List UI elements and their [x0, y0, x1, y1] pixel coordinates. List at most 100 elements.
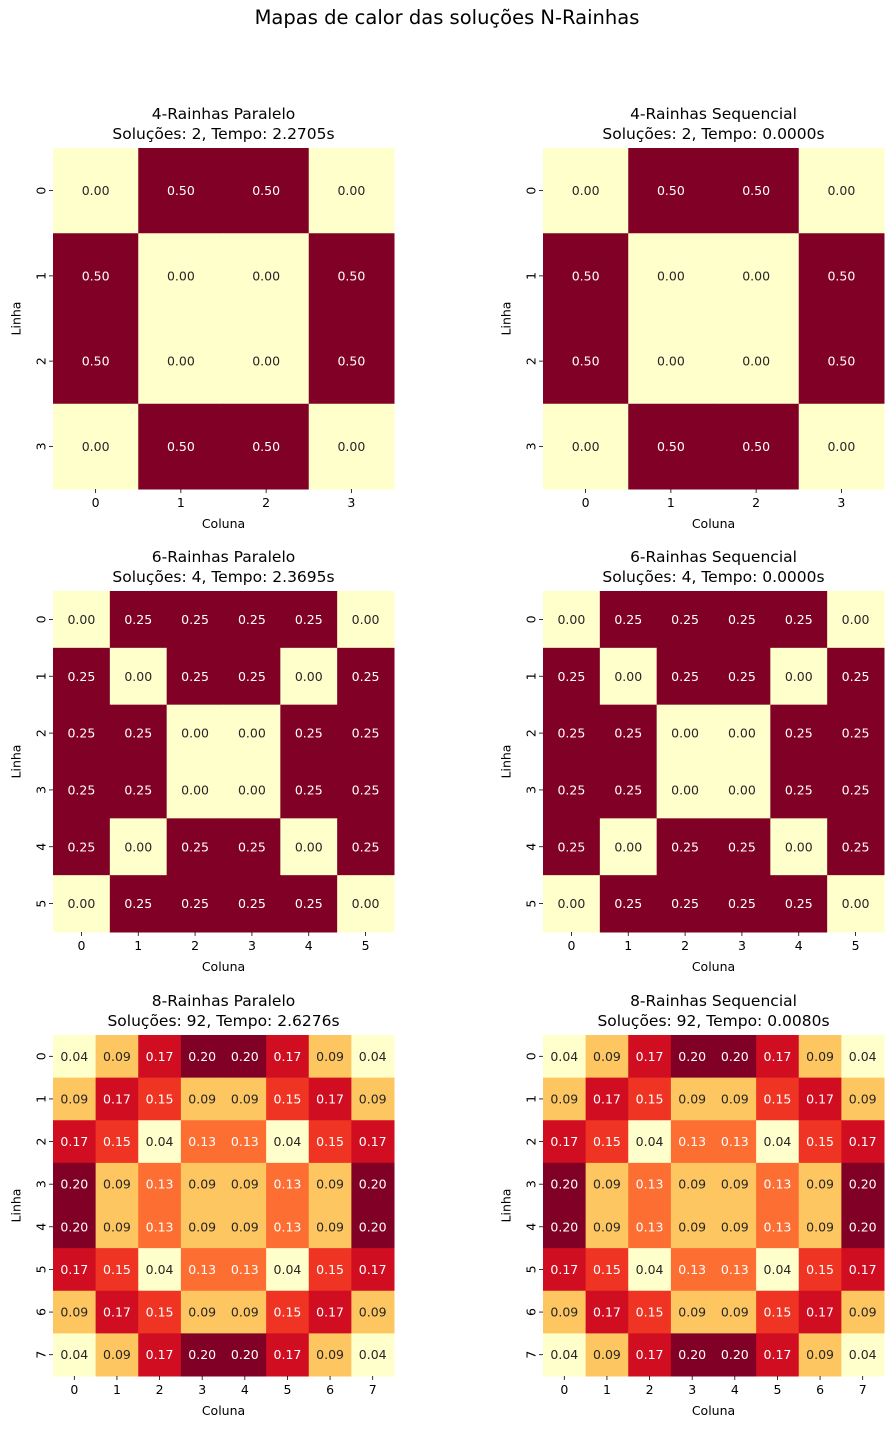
- heatmap-cell: [756, 1333, 800, 1377]
- y-axis-label: Linha: [9, 745, 24, 779]
- chart-title-line: Soluções: 92, Tempo: 0.0080s: [597, 1012, 829, 1030]
- cell-label: 0.00: [67, 612, 95, 627]
- y-tick-label: 5: [524, 900, 539, 908]
- cell-label: 0.17: [103, 1305, 131, 1320]
- heatmap-cell: [798, 1035, 842, 1079]
- cell-label: 0.25: [352, 669, 380, 684]
- heatmap-cell: [756, 1290, 800, 1334]
- cell-label: 0.20: [359, 1219, 387, 1234]
- cell-label: 0.09: [231, 1177, 259, 1192]
- heatmap-cell: [223, 1162, 267, 1206]
- cell-label: 0.25: [238, 669, 266, 684]
- heatmap-cell: [308, 1035, 352, 1079]
- cell-label: 0.00: [572, 183, 600, 198]
- cell-label: 0.25: [238, 612, 266, 627]
- cell-label: 0.00: [728, 726, 756, 741]
- y-tick-label: 0: [524, 187, 539, 195]
- heatmap-cell: [53, 818, 111, 876]
- heatmap-cell: [713, 233, 800, 319]
- cell-label: 0.13: [636, 1219, 664, 1234]
- figure-title: Mapas de calor das soluções N-Rainhas: [254, 6, 640, 29]
- y-axis-label: Linha: [9, 1189, 24, 1223]
- x-axis-label: Coluna: [202, 959, 245, 974]
- x-tick-label: 4: [731, 1382, 739, 1397]
- heatmap-cell: [351, 1035, 395, 1079]
- y-tick-label: 7: [34, 1351, 49, 1359]
- heatmap-cell: [713, 704, 771, 762]
- cell-label: 0.13: [764, 1219, 792, 1234]
- heatmap-cell: [53, 233, 139, 319]
- y-tick-label: 4: [34, 1223, 49, 1231]
- x-tick-label: 5: [362, 938, 370, 953]
- heatmap-cell: [180, 1035, 224, 1079]
- cell-label: 0.50: [252, 439, 280, 454]
- cell-label: 0.17: [849, 1262, 877, 1277]
- heatmap-cell: [585, 1162, 629, 1206]
- cell-label: 0.17: [550, 1262, 578, 1277]
- heatmap-cell: [280, 647, 338, 706]
- cell-label: 0.13: [188, 1134, 216, 1149]
- x-tick-label: 0: [70, 1382, 78, 1397]
- cell-label: 0.20: [678, 1347, 706, 1362]
- heatmap-cell: [166, 818, 224, 876]
- heatmap-cell: [280, 818, 338, 876]
- cell-label: 0.25: [728, 896, 756, 911]
- heatmap-cell: [266, 1248, 310, 1292]
- heatmap-cell: [841, 1248, 885, 1292]
- x-tick-label: 0: [92, 495, 100, 510]
- heatmap-cell: [53, 761, 111, 819]
- cell-label: 0.17: [60, 1262, 88, 1277]
- heatmap-cell: [656, 875, 714, 933]
- heatmap-cell: [599, 875, 658, 933]
- x-tick-label: 3: [198, 1382, 206, 1397]
- heatmap-cell: [628, 1120, 672, 1164]
- cell-label: 0.25: [842, 669, 870, 684]
- cell-label: 0.00: [614, 669, 642, 684]
- x-tick-label: 4: [305, 938, 313, 953]
- heatmap-cell: [585, 1248, 629, 1292]
- cell-label: 0.25: [238, 896, 266, 911]
- heatmap-cell: [798, 1290, 842, 1334]
- heatmap-cell: [308, 1248, 352, 1292]
- y-tick-label: 0: [34, 1052, 49, 1060]
- heatmap-cell: [53, 403, 139, 490]
- cell-label: 0.04: [274, 1134, 302, 1149]
- heatmap-cell: [337, 647, 395, 706]
- heatmap-cell: [599, 647, 658, 706]
- cell-label: 0.09: [188, 1177, 216, 1192]
- heatmap-cell: [670, 1077, 714, 1121]
- heatmap-cell: [337, 761, 395, 819]
- x-tick-label: 2: [646, 1382, 654, 1397]
- heatmap-cell: [138, 403, 224, 490]
- x-tick-label: 0: [567, 938, 575, 953]
- heatmap-cell: [138, 1248, 182, 1292]
- heatmap-cell: [798, 1333, 842, 1377]
- cell-label: 0.00: [657, 268, 685, 283]
- cell-label: 0.09: [316, 1347, 344, 1362]
- heatmap-cell: [827, 704, 885, 762]
- heatmap-cell: [166, 875, 224, 933]
- heatmap-cell: [53, 148, 139, 234]
- heatmap-cell: [599, 761, 658, 819]
- cell-label: 0.15: [316, 1262, 344, 1277]
- heatmap-cell: [308, 1120, 352, 1164]
- cell-label: 0.04: [146, 1262, 174, 1277]
- cell-label: 0.25: [295, 782, 323, 797]
- heatmap-cell: [656, 818, 714, 876]
- heatmap-cell: [628, 1035, 672, 1079]
- heatmap-cell: [543, 233, 629, 319]
- cell-label: 0.00: [614, 839, 642, 854]
- cell-label: 0.50: [742, 183, 770, 198]
- heatmap-cell: [266, 1077, 310, 1121]
- cell-label: 0.04: [60, 1049, 88, 1064]
- heatmap-cell: [713, 818, 771, 876]
- heatmap-cell: [166, 647, 224, 706]
- heatmap-cell: [543, 1333, 587, 1377]
- cell-label: 0.13: [636, 1177, 664, 1192]
- cell-label: 0.15: [636, 1305, 664, 1320]
- heatmap-cell: [223, 403, 310, 490]
- heatmap-cell: [713, 1162, 757, 1206]
- cell-label: 0.09: [60, 1091, 88, 1106]
- y-tick-label: 0: [34, 187, 49, 195]
- heatmap-cell: [138, 1077, 182, 1121]
